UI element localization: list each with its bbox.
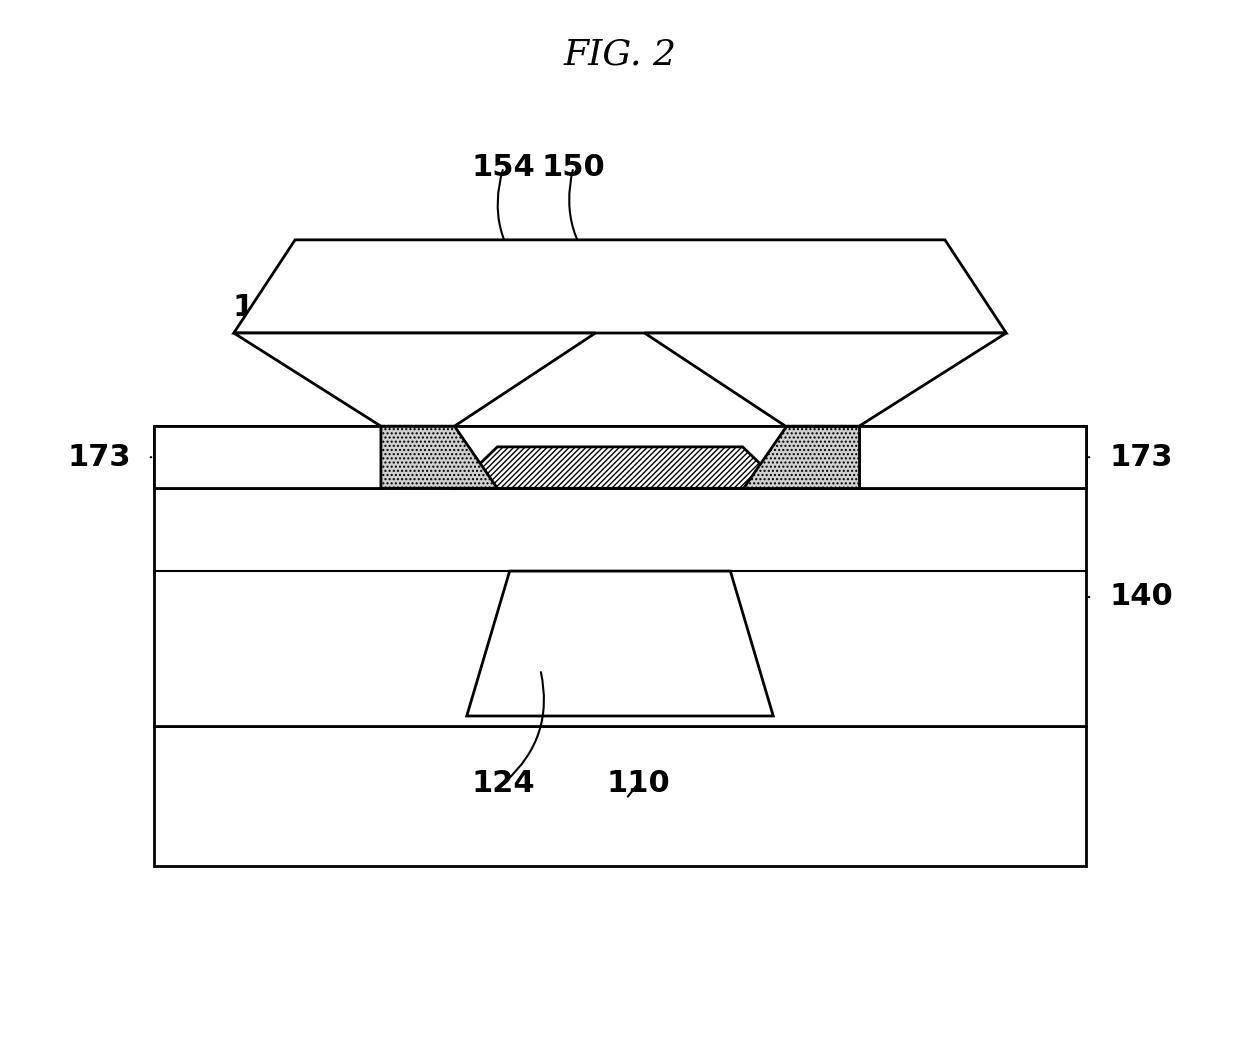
Polygon shape xyxy=(645,333,1006,426)
Text: 160: 160 xyxy=(858,293,921,322)
Polygon shape xyxy=(455,447,785,488)
Text: 154: 154 xyxy=(471,153,536,181)
Bar xyxy=(154,426,1086,726)
Text: 124: 124 xyxy=(471,769,536,798)
Bar xyxy=(154,426,1086,488)
Polygon shape xyxy=(234,240,1006,333)
Text: 173: 173 xyxy=(67,443,130,472)
Bar xyxy=(154,726,1086,866)
Polygon shape xyxy=(154,426,1086,488)
Polygon shape xyxy=(743,426,859,488)
Text: 110: 110 xyxy=(606,769,671,798)
Polygon shape xyxy=(466,571,774,716)
Polygon shape xyxy=(381,426,497,488)
Text: 173: 173 xyxy=(1110,443,1173,472)
Polygon shape xyxy=(234,333,595,426)
Text: 140: 140 xyxy=(1110,582,1173,612)
Text: 150: 150 xyxy=(542,153,605,181)
Text: 160: 160 xyxy=(233,293,296,322)
Text: FIG. 2: FIG. 2 xyxy=(563,38,677,72)
